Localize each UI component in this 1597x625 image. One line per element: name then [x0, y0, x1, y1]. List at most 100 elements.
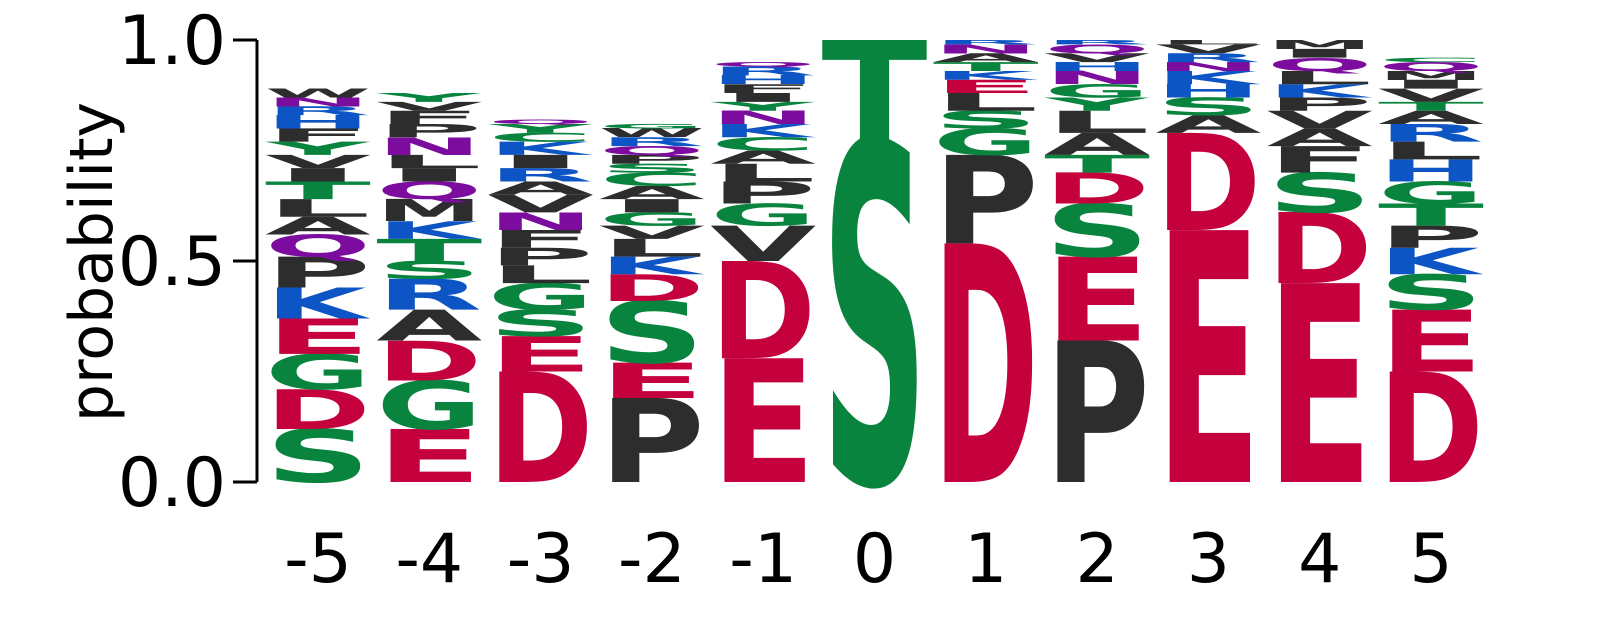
logo-letter-Q: Q [710, 61, 816, 68]
logo-letter-V: V [1044, 51, 1150, 65]
logo-letter-D: D [599, 267, 705, 309]
logo-letter-S: S [599, 285, 705, 383]
logo-letter-F: F [376, 107, 482, 128]
logo-letter-C: C [599, 169, 705, 190]
logo-letter-A: A [1378, 107, 1485, 128]
logo-letter-L: L [1044, 105, 1150, 140]
logo-letter-V: V [1155, 42, 1261, 56]
logo-letter-W: W [599, 126, 705, 140]
logo-letter-A: A [1044, 127, 1150, 162]
logo-letter-F: F [265, 125, 371, 146]
logo-letter-G: G [1044, 80, 1150, 101]
logo-letter-D: D [933, 178, 1039, 560]
logo-letter-H: H [1378, 153, 1484, 188]
logo-letter-C: C [1378, 57, 1484, 64]
logo-letter-D: D [1044, 165, 1150, 214]
logo-letter-K: K [265, 279, 371, 328]
logo-letter-L: L [710, 159, 816, 187]
x-tick-label: -3 [507, 520, 575, 599]
logo-letter-F: F [488, 225, 594, 253]
logo-letter-C: C [710, 134, 816, 155]
logo-letter-P: P [710, 175, 816, 210]
logo-letter-K: K [1267, 81, 1373, 102]
logo-letter-P: P [599, 153, 705, 167]
stack-position-0: ST [822, 12, 928, 592]
logo-letter-K: K [1155, 67, 1261, 88]
logo-letter-A: A [488, 178, 595, 199]
logo-letter-A: A [376, 301, 482, 350]
logo-letter-A: A [599, 182, 706, 203]
logo-letter-L: L [1378, 137, 1484, 165]
logo-letter-T: T [933, 60, 1039, 74]
logo-letter-Y: Y [710, 99, 816, 113]
logo-letter-E: E [1267, 230, 1373, 547]
x-tick-label: 5 [1409, 520, 1452, 599]
logo-letter-G: G [933, 122, 1039, 164]
logo-letter-G: G [710, 198, 816, 233]
x-tick-label: -4 [395, 520, 463, 599]
logo-letter-V: V [376, 99, 482, 113]
logo-letter-Q: Q [265, 229, 371, 264]
logo-letter-M: M [376, 193, 482, 228]
logo-letter-K: K [376, 217, 482, 245]
logo-letter-G: G [265, 344, 371, 401]
logo-letter-Y: Y [265, 138, 370, 159]
logo-letter-N: N [1044, 68, 1150, 89]
logo-letter-I: I [488, 151, 594, 172]
logo-letter-S: S [265, 415, 371, 500]
logo-letter-K: K [1378, 241, 1484, 283]
logo-letter-G: G [488, 276, 594, 318]
logo-letter-R: R [376, 270, 482, 320]
logo-letter-N: N [265, 95, 371, 109]
logo-letter-H: H [265, 112, 371, 133]
x-ticks: -5 -4 -3 -2 -1 0 1 2 3 4 5 [284, 520, 1453, 599]
logo-letter-A: A [265, 212, 371, 240]
logo-letter-N: N [488, 207, 594, 235]
logo-letter-E: E [1155, 162, 1261, 565]
logo-letter-Y: Y [1044, 94, 1149, 115]
logo-letter-N: N [376, 132, 482, 160]
logo-letter-P: P [1378, 220, 1484, 255]
logo-letter-R: R [1155, 51, 1261, 65]
y-ticks: 0.0 0.5 1.0 [118, 2, 257, 523]
logo-letter-K: K [933, 69, 1039, 83]
logo-letter-P: P [933, 132, 1039, 273]
logo-letter-D: D [265, 379, 371, 442]
logo-letter-F: F [710, 82, 816, 96]
logo-letter-V: V [710, 217, 816, 273]
logo-letter-A: A [1267, 124, 1373, 152]
logo-letter-A: A [710, 147, 817, 168]
y-tick-label: 1.0 [118, 2, 226, 81]
logo-letter-C: C [488, 131, 594, 145]
logo-letter-E: E [710, 325, 816, 522]
logo-letter-E: E [1378, 293, 1484, 391]
logo-letter-E: E [488, 327, 594, 384]
logo-letter-S: S [1378, 264, 1484, 321]
logo-letter-D: D [376, 330, 482, 393]
x-tick-label: 1 [964, 520, 1007, 599]
logo-letter-I: I [1378, 77, 1484, 91]
logo-letter-T: T [376, 233, 482, 268]
logo-letter-Q: Q [1267, 54, 1373, 75]
logo-letter-Q: Q [1378, 60, 1484, 74]
logo-letter-G: G [599, 209, 705, 230]
logo-letter-V: V [1378, 85, 1485, 106]
logo-letter-R: R [599, 135, 705, 149]
logo-letter-Q: Q [488, 118, 594, 125]
logo-letter-V: V [1267, 106, 1373, 134]
logo-letter-V: V [265, 151, 372, 172]
logo-letter-E: E [265, 309, 371, 366]
logo-letter-L: L [599, 234, 705, 262]
logo-letter-S: S [599, 161, 705, 175]
logo-letter-R: R [488, 165, 594, 186]
logo-letter-S: S [1044, 190, 1150, 275]
logo-letter-D: D [1155, 106, 1261, 261]
logo-letter-A: A [933, 51, 1039, 65]
